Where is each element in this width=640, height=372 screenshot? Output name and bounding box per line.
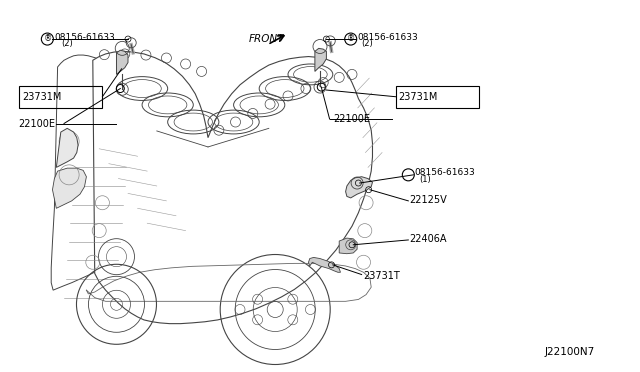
Polygon shape xyxy=(315,48,326,71)
Text: 22100E: 22100E xyxy=(333,114,370,124)
Polygon shape xyxy=(116,50,128,74)
Polygon shape xyxy=(93,51,372,324)
Polygon shape xyxy=(52,168,86,208)
Polygon shape xyxy=(56,128,78,167)
Polygon shape xyxy=(339,238,357,254)
Text: 22100E: 22100E xyxy=(18,119,55,128)
Text: 08156-61633: 08156-61633 xyxy=(54,33,115,42)
Text: ®: ® xyxy=(347,35,355,44)
Text: 23731M: 23731M xyxy=(22,92,62,102)
Polygon shape xyxy=(51,55,160,290)
Text: 23731M: 23731M xyxy=(398,92,438,102)
Text: (2): (2) xyxy=(61,39,72,48)
Polygon shape xyxy=(346,177,372,198)
Text: (1): (1) xyxy=(419,175,431,184)
Text: J22100N7: J22100N7 xyxy=(545,347,595,356)
Text: 08156-61633: 08156-61633 xyxy=(357,33,418,42)
Text: 22125V: 22125V xyxy=(410,195,447,205)
Text: 22406A: 22406A xyxy=(410,234,447,244)
Polygon shape xyxy=(308,257,340,272)
Text: FRONT: FRONT xyxy=(248,34,284,44)
Text: (2): (2) xyxy=(362,39,373,48)
Text: 08156-61633: 08156-61633 xyxy=(415,169,476,177)
Text: 23731T: 23731T xyxy=(363,271,399,281)
Text: ®: ® xyxy=(44,35,52,44)
